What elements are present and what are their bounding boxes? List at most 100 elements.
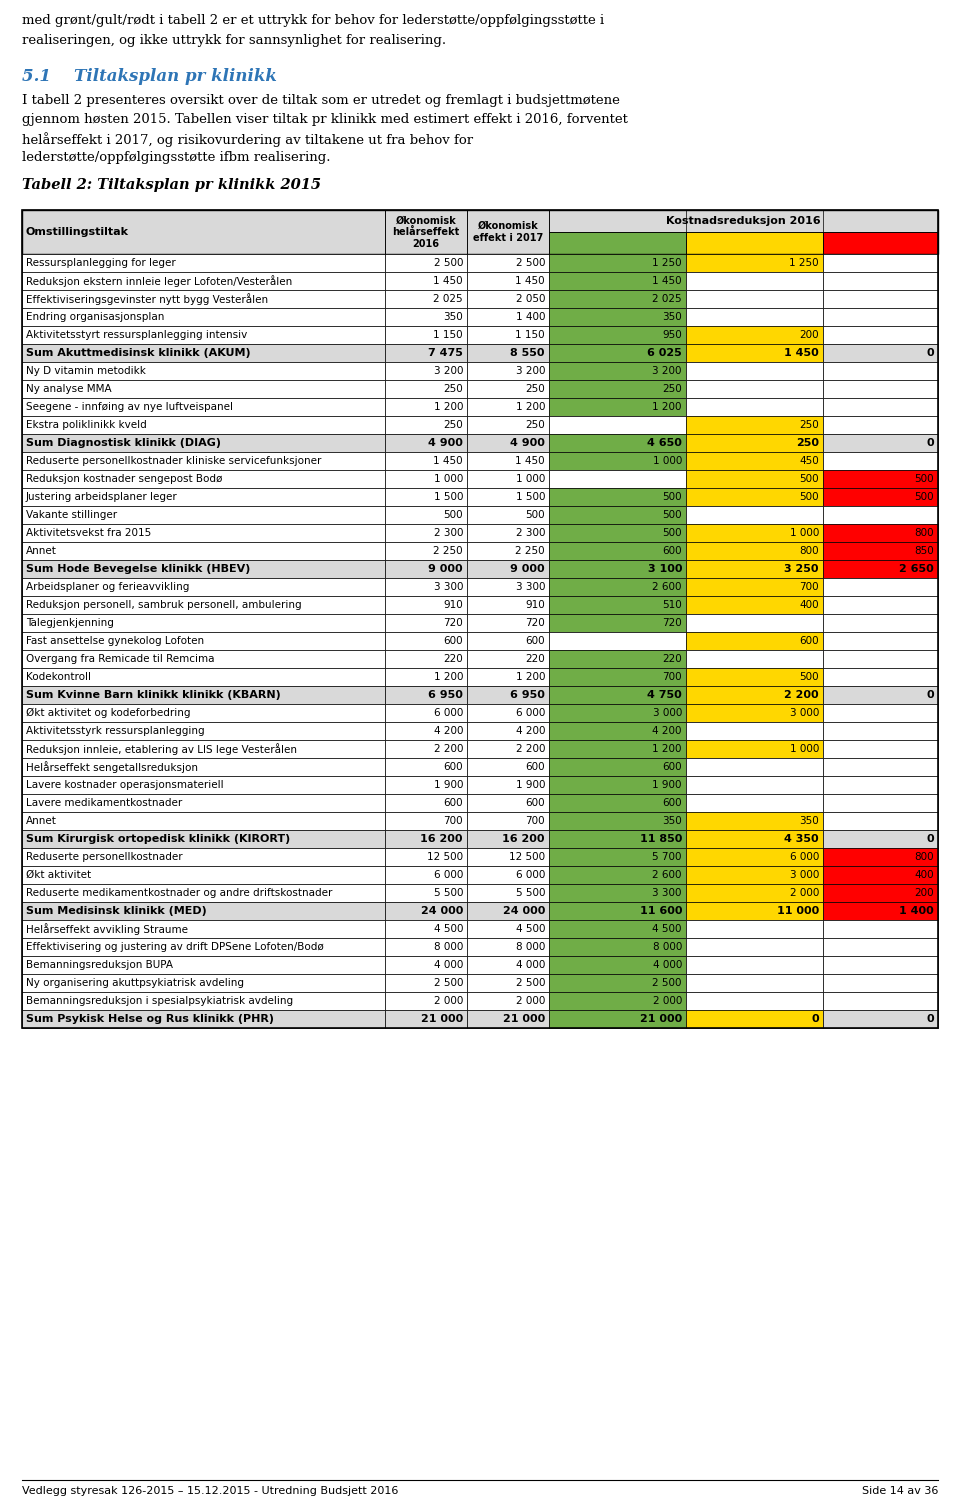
Bar (549, 632, 686, 650)
Text: 500: 500 (800, 672, 819, 681)
Bar (467, 920, 549, 938)
Bar (22, 524, 385, 542)
Bar (22, 777, 385, 793)
Text: 500: 500 (662, 511, 682, 520)
Text: Sum Diagnostisk klinikk (DIAG): Sum Diagnostisk klinikk (DIAG) (26, 438, 221, 447)
Text: 1 200: 1 200 (653, 743, 682, 754)
Bar (22, 1009, 385, 1027)
Bar (549, 993, 686, 1009)
Bar (823, 579, 938, 595)
Text: Reduksjon kostnader sengepost Bodø: Reduksjon kostnader sengepost Bodø (26, 474, 223, 484)
Bar (22, 326, 385, 345)
Text: 5 500: 5 500 (434, 888, 463, 898)
Bar (385, 416, 467, 434)
Text: Justering arbeidsplaner leger: Justering arbeidsplaner leger (26, 493, 178, 502)
Text: 21 000: 21 000 (503, 1014, 545, 1024)
Bar (549, 254, 686, 272)
Bar (467, 272, 549, 290)
Text: Reduksjon ekstern innleie leger Lofoten/Vesterålen: Reduksjon ekstern innleie leger Lofoten/… (26, 275, 292, 287)
Bar (686, 759, 823, 777)
Text: Talegjenkjenning: Talegjenkjenning (26, 618, 114, 629)
Text: 1 450: 1 450 (653, 277, 682, 286)
Bar (549, 902, 686, 920)
Text: 0: 0 (926, 1014, 934, 1024)
Text: Side 14 av 36: Side 14 av 36 (862, 1485, 938, 1496)
Bar (823, 416, 938, 434)
Text: 600: 600 (444, 762, 463, 772)
Text: 11 600: 11 600 (639, 907, 682, 916)
Bar (823, 233, 938, 254)
Bar (467, 759, 549, 777)
Text: 600: 600 (525, 762, 545, 772)
Bar (22, 416, 385, 434)
Text: 6 000: 6 000 (516, 870, 545, 879)
Bar (549, 452, 686, 470)
Text: Sum Psykisk Helse og Rus klinikk (PHR): Sum Psykisk Helse og Rus klinikk (PHR) (26, 1014, 274, 1024)
Bar (385, 290, 467, 308)
Bar (686, 938, 823, 956)
Text: Reduserte personellkostnader: Reduserte personellkostnader (26, 852, 182, 861)
Bar (823, 848, 938, 866)
Bar (385, 704, 467, 722)
Text: 600: 600 (662, 762, 682, 772)
Bar (22, 210, 938, 254)
Text: 910: 910 (444, 600, 463, 610)
Bar (686, 884, 823, 902)
Text: 3 300: 3 300 (653, 888, 682, 898)
Bar (22, 632, 385, 650)
Bar (22, 210, 938, 1027)
Bar (549, 434, 686, 452)
Text: 600: 600 (800, 636, 819, 647)
Text: 400: 400 (800, 600, 819, 610)
Text: Reduserte personellkostnader kliniske servicefunksjoner: Reduserte personellkostnader kliniske se… (26, 456, 322, 465)
Text: 1 000: 1 000 (516, 474, 545, 484)
Text: 4 350: 4 350 (784, 834, 819, 845)
Text: Lavere kostnader operasjonsmateriell: Lavere kostnader operasjonsmateriell (26, 780, 224, 790)
Bar (385, 740, 467, 759)
Text: Ny analyse MMA: Ny analyse MMA (26, 384, 111, 394)
Text: 3 100: 3 100 (647, 564, 682, 574)
Text: 700: 700 (662, 672, 682, 681)
Bar (385, 595, 467, 613)
Text: 600: 600 (662, 798, 682, 808)
Text: 1 450: 1 450 (433, 277, 463, 286)
Bar (22, 722, 385, 740)
Bar (823, 722, 938, 740)
Text: 12 500: 12 500 (509, 852, 545, 861)
Bar (549, 722, 686, 740)
Text: 2 300: 2 300 (516, 527, 545, 538)
Bar (467, 379, 549, 397)
Bar (686, 811, 823, 830)
Text: 910: 910 (525, 600, 545, 610)
Bar (686, 993, 823, 1009)
Text: 2 300: 2 300 (434, 527, 463, 538)
Bar (385, 811, 467, 830)
Text: 2 000: 2 000 (434, 996, 463, 1006)
Text: lederstøtte/oppfølgingsstøtte ifbm realisering.: lederstøtte/oppfølgingsstøtte ifbm reali… (22, 151, 330, 165)
Bar (549, 416, 686, 434)
Text: 6 000: 6 000 (434, 709, 463, 718)
Text: 1 400: 1 400 (516, 311, 545, 322)
Text: Ny D vitamin metodikk: Ny D vitamin metodikk (26, 366, 146, 376)
Text: 9 000: 9 000 (511, 564, 545, 574)
Text: Sum Akuttmedisinsk klinikk (AKUM): Sum Akuttmedisinsk klinikk (AKUM) (26, 348, 251, 358)
Bar (823, 686, 938, 704)
Text: 850: 850 (914, 545, 934, 556)
Bar (686, 740, 823, 759)
Bar (549, 1009, 686, 1027)
Text: 4 500: 4 500 (653, 925, 682, 934)
Bar (22, 595, 385, 613)
Bar (686, 308, 823, 326)
Bar (823, 434, 938, 452)
Bar (22, 848, 385, 866)
Text: 0: 0 (926, 438, 934, 447)
Bar (22, 452, 385, 470)
Bar (385, 920, 467, 938)
Bar (549, 308, 686, 326)
Text: 500: 500 (914, 474, 934, 484)
Text: 3 200: 3 200 (653, 366, 682, 376)
Text: Lavere medikamentkostnader: Lavere medikamentkostnader (26, 798, 182, 808)
Bar (22, 811, 385, 830)
Text: 600: 600 (525, 798, 545, 808)
Bar (467, 866, 549, 884)
